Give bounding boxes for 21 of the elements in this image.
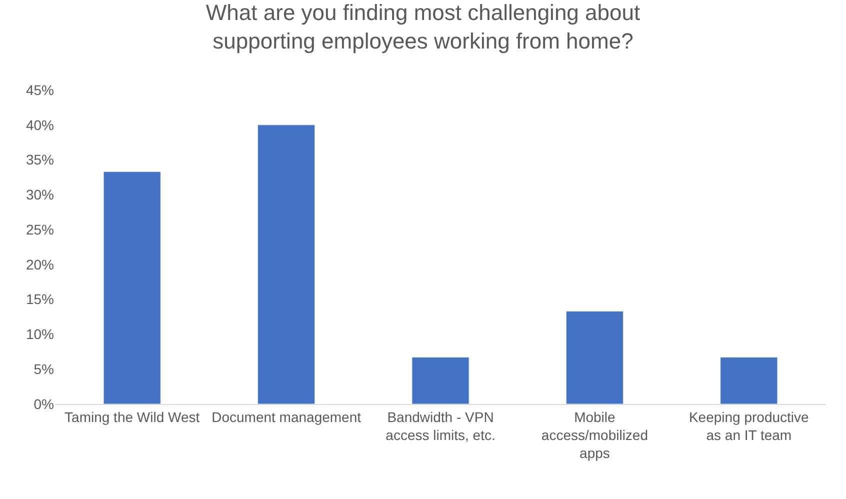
y-tick-label: 20% (26, 256, 54, 272)
y-tick-label: 35% (26, 152, 54, 168)
bar (412, 357, 470, 404)
bar (103, 171, 161, 404)
bar (566, 310, 624, 404)
chart-title: What are you finding most challenging about supporting employees working from home? (206, 0, 640, 54)
y-tick-label: 40% (26, 116, 54, 133)
y-tick-label: 30% (26, 186, 54, 203)
y-tick-label: 15% (26, 291, 54, 308)
x-tick-label: Bandwidth - VPN access limits, etc. (386, 408, 496, 443)
y-tick-label: 45% (26, 82, 54, 98)
x-tick-label: Keeping productive as an IT team (688, 408, 810, 443)
y-tick-label: 25% (26, 221, 54, 238)
bar (720, 357, 778, 404)
x-tick-label: Document management (212, 408, 362, 425)
y-tick-label: 5% (34, 361, 54, 378)
x-tick-label: Taming the Wild West (64, 408, 200, 425)
y-tick-label: 10% (26, 326, 54, 342)
x-tick-label: Mobile access/mobilized apps (541, 408, 648, 462)
bar (258, 124, 316, 404)
y-tick-label: 0% (34, 396, 54, 412)
